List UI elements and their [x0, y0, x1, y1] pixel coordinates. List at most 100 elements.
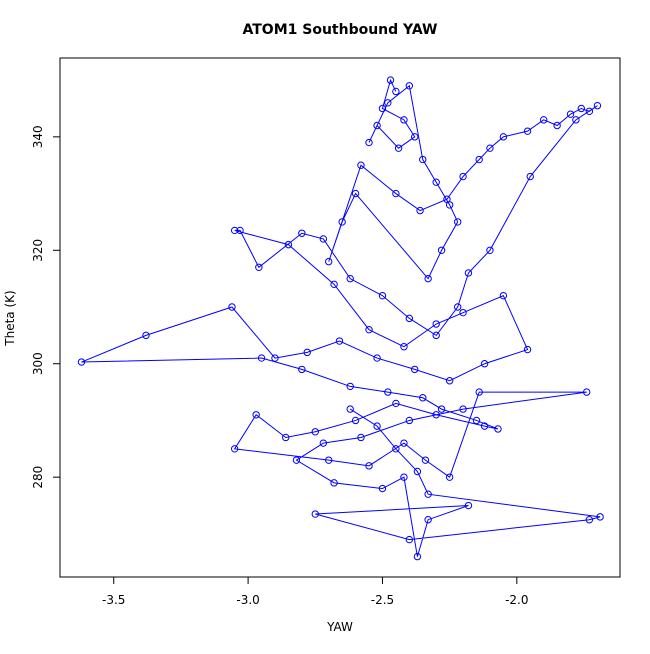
point — [303, 348, 311, 357]
point — [475, 388, 483, 396]
point — [585, 516, 594, 524]
point — [351, 416, 360, 425]
point — [453, 303, 462, 311]
point — [392, 189, 400, 198]
point — [384, 388, 392, 396]
plot-frame — [59, 57, 621, 578]
point — [319, 235, 328, 243]
point — [373, 354, 381, 362]
point — [459, 172, 467, 181]
point — [311, 428, 319, 436]
point — [400, 343, 408, 351]
point — [384, 99, 392, 107]
point — [553, 121, 561, 130]
point — [378, 291, 387, 300]
point — [480, 360, 489, 368]
y-tick-label: 300 — [31, 352, 45, 375]
point — [523, 345, 532, 354]
point — [445, 377, 454, 385]
point — [319, 439, 328, 447]
point — [405, 535, 414, 544]
point — [424, 516, 432, 524]
point — [351, 189, 360, 198]
point — [419, 394, 427, 402]
point — [499, 133, 508, 141]
point — [405, 314, 414, 323]
point — [400, 116, 408, 124]
point — [257, 354, 266, 362]
point — [411, 365, 419, 374]
x-tick-label: -2.5 — [371, 593, 394, 607]
point — [453, 218, 462, 226]
point — [228, 303, 236, 311]
point — [464, 501, 473, 510]
point — [338, 218, 346, 226]
x-tick-label: -3.5 — [102, 593, 125, 607]
point — [236, 226, 244, 235]
point — [413, 467, 422, 476]
point — [365, 325, 373, 334]
point — [400, 439, 408, 447]
point — [424, 490, 432, 498]
point — [400, 473, 408, 481]
point — [577, 104, 586, 113]
point — [230, 445, 239, 453]
y-tick-label: 320 — [31, 239, 45, 262]
point — [335, 337, 344, 345]
point — [365, 138, 373, 147]
point — [499, 291, 508, 300]
point — [373, 121, 381, 130]
point — [539, 116, 548, 124]
point — [572, 116, 580, 124]
point — [255, 263, 263, 272]
point — [346, 274, 354, 283]
point — [443, 195, 451, 203]
point — [472, 416, 481, 425]
point — [416, 206, 424, 215]
point — [357, 161, 365, 169]
point — [252, 411, 260, 419]
point — [464, 269, 473, 277]
point — [365, 462, 373, 470]
x-axis-label: YAW — [326, 620, 353, 634]
y-axis-label: Theta (K) — [3, 290, 17, 346]
point — [292, 456, 301, 464]
point — [142, 331, 150, 340]
point — [445, 473, 454, 481]
point — [378, 484, 387, 493]
point — [526, 172, 534, 181]
point — [432, 411, 440, 419]
point — [432, 320, 440, 328]
series-line — [81, 78, 601, 557]
point — [284, 240, 293, 249]
point — [346, 405, 354, 413]
point — [330, 280, 338, 289]
point — [405, 82, 414, 90]
point — [523, 127, 532, 135]
point — [419, 155, 427, 164]
x-tick-label: -3.0 — [236, 593, 259, 607]
point — [394, 144, 403, 152]
point — [459, 308, 467, 317]
point — [392, 87, 400, 96]
point — [432, 331, 440, 340]
point — [311, 510, 319, 518]
point — [480, 422, 489, 430]
point — [405, 416, 414, 425]
x-tick-label: -2.0 — [505, 593, 528, 607]
point — [282, 433, 290, 442]
point — [459, 405, 467, 413]
point — [413, 552, 422, 561]
point — [378, 104, 387, 113]
point — [392, 445, 400, 453]
point — [494, 425, 502, 433]
point — [373, 422, 381, 430]
point — [475, 155, 483, 164]
point — [392, 399, 400, 408]
point — [566, 110, 575, 118]
point — [325, 456, 333, 464]
point — [230, 226, 239, 235]
point — [357, 433, 365, 442]
point — [298, 229, 306, 237]
